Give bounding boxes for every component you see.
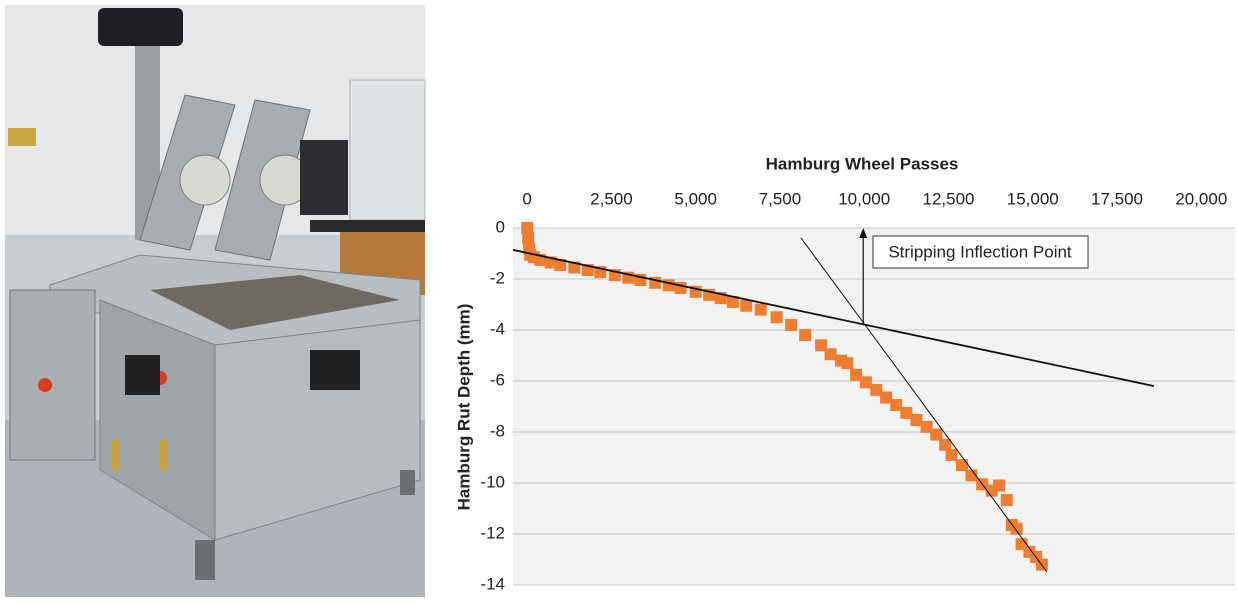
x-tick-label: 17,500 (1091, 189, 1143, 208)
data-point (785, 318, 798, 331)
x-axis-title: Hamburg Wheel Passes (766, 154, 959, 173)
y-tick-label: -6 (490, 370, 505, 389)
data-point (726, 295, 739, 308)
data-point (870, 383, 883, 396)
data-point (841, 357, 854, 370)
data-point (554, 258, 567, 271)
data-point (754, 303, 767, 316)
data-point (900, 406, 913, 419)
plot-area (513, 228, 1235, 585)
x-tick-label: 12,500 (922, 189, 974, 208)
y-tick-label: -2 (490, 268, 505, 287)
data-point (920, 420, 933, 433)
x-tick-label: 2,500 (590, 189, 633, 208)
data-point (993, 479, 1006, 492)
data-point (939, 438, 952, 451)
data-point (799, 329, 812, 342)
annotation-text: Stripping Inflection Point (888, 242, 1072, 261)
data-point (770, 311, 783, 324)
data-point (815, 339, 828, 352)
arrow-head (859, 228, 868, 238)
data-point (521, 222, 534, 234)
data-point (880, 391, 893, 404)
data-point (850, 368, 863, 381)
photo (5, 5, 426, 597)
x-tick-label: 20,000 (1175, 189, 1227, 208)
data-point (955, 459, 968, 472)
y-tick-label: -14 (480, 574, 505, 593)
annotation-box (872, 235, 1089, 269)
x-tick-label: 10,000 (838, 189, 890, 208)
y-tick-label: -12 (480, 523, 505, 542)
data-point (859, 376, 872, 389)
y-tick-label: -8 (490, 421, 505, 440)
x-tick-label: 0 (522, 189, 531, 208)
data-point (890, 398, 903, 411)
data-point (662, 279, 675, 292)
data-point (930, 428, 943, 441)
trend-line (512, 249, 1155, 387)
data-point (910, 414, 923, 427)
x-tick-label: 7,500 (759, 189, 802, 208)
data-point (568, 261, 581, 274)
y-tick-label: -4 (490, 319, 505, 338)
y-tick-label: -10 (480, 472, 505, 491)
data-point (740, 299, 753, 312)
y-tick-label: 0 (496, 217, 505, 236)
data-point (965, 469, 978, 482)
trend-line (800, 237, 1048, 573)
data-point (945, 448, 958, 461)
data-point (522, 232, 535, 245)
x-tick-label: 15,000 (1007, 189, 1059, 208)
y-axis-title: Hamburg Rut Depth (mm) (454, 304, 473, 511)
x-tick-label: 5,000 (674, 189, 717, 208)
data-point (1000, 494, 1013, 507)
data-point (824, 348, 837, 361)
